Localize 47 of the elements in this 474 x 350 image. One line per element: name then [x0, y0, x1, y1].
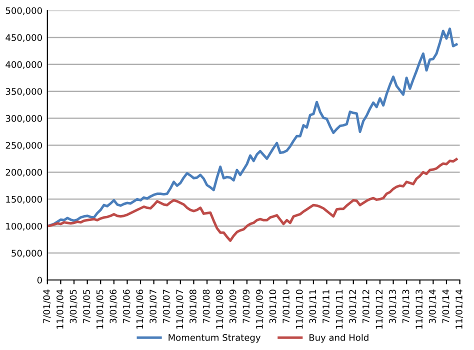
x-tick-label: 3/01/07	[150, 290, 158, 324]
x-tick-label: 3/01/05	[70, 290, 78, 324]
x-tick-label: 7/01/05	[83, 290, 91, 324]
y-tick-label: 150,000	[6, 196, 42, 204]
legend-label: Momentum Strategy	[168, 334, 261, 343]
x-tick-label: 7/01/07	[162, 290, 170, 324]
x-tick-label: 7/01/11	[322, 290, 330, 324]
x-tick-label: 11/01/05	[96, 290, 104, 329]
y-tick-label: 100,000	[6, 222, 42, 231]
x-tick-label: 7/01/10	[282, 290, 290, 324]
x-tick-label: 7/01/08	[202, 290, 210, 324]
x-tick-label: 11/01/10	[296, 290, 304, 329]
x-tick-label: 11/01/12	[376, 290, 384, 329]
x-tick-label: 3/01/08	[190, 290, 198, 324]
y-tick-label: 350,000	[6, 88, 42, 96]
x-tick-label: 7/01/06	[123, 290, 131, 324]
y-tick-label: 400,000	[6, 61, 42, 69]
x-tick-label: 11/01/06	[136, 290, 144, 329]
y-tick-label: 50,000	[12, 250, 42, 258]
x-tick-label: 7/01/04	[43, 290, 51, 324]
x-tick-label: 11/01/09	[256, 290, 264, 329]
x-tick-label: 3/01/12	[349, 290, 357, 324]
x-tick-label: 3/01/11	[309, 290, 317, 324]
x-tick-label: 11/01/14	[456, 290, 464, 329]
x-tick-label: 7/01/12	[362, 290, 370, 324]
y-tick-label: 200,000	[6, 168, 42, 177]
x-tick-label: 3/01/14	[428, 290, 437, 324]
y-tick-label: 450,000	[6, 34, 42, 42]
x-tick-label: 3/01/10	[269, 290, 277, 324]
x-tick-label: 3/01/06	[110, 290, 118, 324]
x-tick-label: 11/01/04	[56, 290, 64, 329]
x-tick-label: 11/01/11	[336, 290, 344, 329]
y-tick-label: 250,000	[6, 142, 42, 150]
line-series	[47, 28, 458, 228]
x-tick-label: 3/01/13	[389, 290, 397, 324]
x-tick-label: 3/01/09	[229, 290, 237, 324]
y-tick-label: 300,000	[6, 115, 42, 123]
line-series	[47, 158, 458, 242]
x-tick-label: 11/01/13	[416, 290, 424, 329]
y-tick-label: 0	[37, 276, 42, 284]
x-tick-label: 7/01/09	[242, 290, 250, 324]
legend-label: Buy and Hold	[310, 334, 368, 343]
x-tick-label: 7/01/13	[402, 290, 410, 324]
x-tick-label: 11/01/08	[216, 290, 224, 329]
x-tick-label: 7/01/14	[442, 290, 450, 324]
x-tick-label: 11/01/07	[176, 290, 184, 329]
y-tick-label: 500,000	[6, 7, 42, 15]
